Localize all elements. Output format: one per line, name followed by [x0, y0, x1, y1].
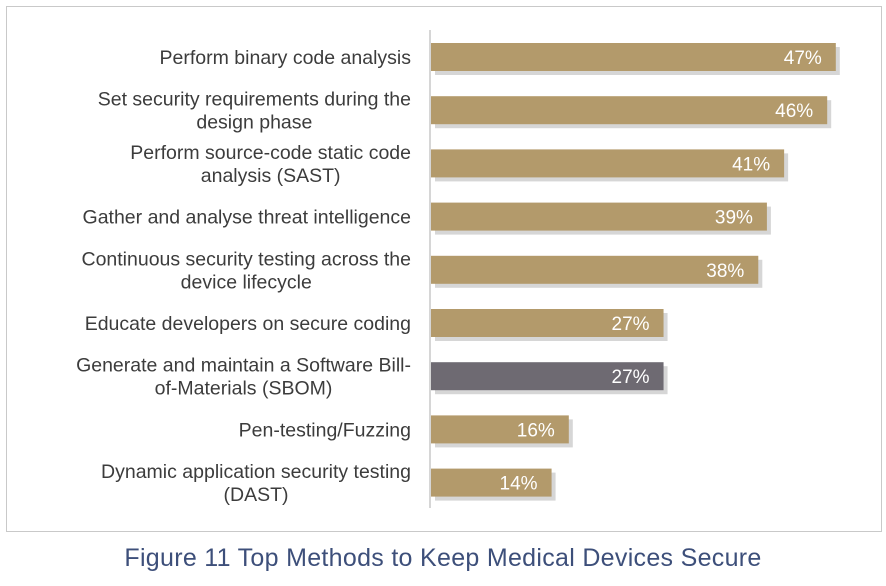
category-label-6-line-0: Generate and maintain a Software Bill- [76, 355, 411, 377]
bar-2 [431, 149, 785, 178]
category-label-8-line-0: Dynamic application security testing [101, 461, 411, 483]
category-label-4-line-0: Continuous security testing across the [81, 248, 411, 270]
category-label-2-line-0: Perform source-code static code [130, 142, 411, 164]
value-label-2: 41% [732, 154, 770, 175]
bar-7 [431, 415, 569, 444]
value-label-0: 47% [784, 48, 822, 69]
figure-caption: Figure 11 Top Methods to Keep Medical De… [124, 544, 762, 572]
category-label-4-line-1: device lifecycle [181, 271, 312, 293]
bar-1 [431, 96, 828, 125]
value-label-6: 27% [612, 367, 650, 388]
category-label-8-line-1: (DAST) [224, 484, 289, 506]
value-label-1: 46% [775, 101, 813, 122]
value-label-3: 39% [715, 208, 753, 229]
category-label-3-line-0: Gather and analyse threat intelligence [83, 207, 411, 229]
value-label-5: 27% [612, 314, 650, 335]
category-label-0-line-0: Perform binary code analysis [160, 47, 412, 69]
bar-0 [431, 43, 836, 71]
value-label-8: 14% [500, 474, 538, 495]
category-label-6-line-1: of-Materials (SBOM) [155, 378, 333, 400]
bar-6 [431, 362, 664, 391]
value-label-7: 16% [517, 420, 555, 441]
bar-5 [431, 309, 664, 337]
category-label-1-line-0: Set security requirements during the [98, 89, 411, 111]
category-label-1-line-1: design phase [196, 112, 312, 134]
bar-8 [431, 468, 552, 497]
bar-chart: 47% Perform binary code analysis 46% Set se… [76, 30, 840, 508]
bar-3 [431, 202, 767, 231]
bar-4 [431, 255, 759, 284]
category-label-5-line-0: Educate developers on secure coding [85, 313, 411, 335]
category-label-2-line-1: analysis (SAST) [201, 165, 341, 187]
category-label-7-line-0: Pen-testing/Fuzzing [239, 419, 411, 441]
value-label-4: 38% [706, 261, 744, 282]
